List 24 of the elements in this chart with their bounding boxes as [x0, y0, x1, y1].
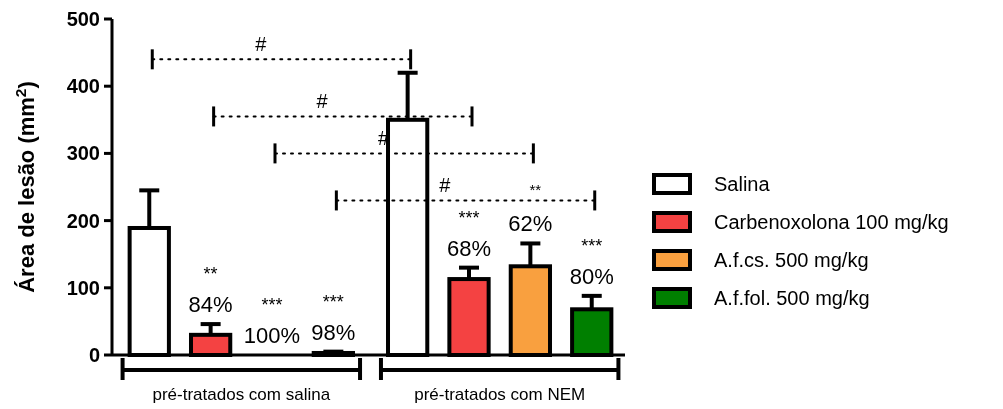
y-tick-label: 100 [66, 276, 100, 299]
legend-label: Salina [714, 173, 771, 195]
y-tick-label: 500 [66, 8, 100, 30]
annotation: 62% [508, 211, 553, 237]
annotation: *** 80% [569, 235, 614, 289]
x-tick-label: pré-tratados com salina [152, 385, 331, 404]
y-tick-label: 200 [66, 209, 100, 232]
legend-label: A.f.fol. 500 mg/kg [714, 287, 870, 309]
y-tick-label: 400 [66, 75, 100, 98]
annotation: # [255, 33, 268, 56]
legend-label: A.f.cs. 500 mg/kg [714, 249, 869, 271]
legend-label: Carbenoxolona 100 mg/kg [714, 211, 949, 233]
annotation: ** 84% [188, 264, 233, 318]
significance-bracket: # [150, 33, 413, 70]
annotation: *** 98% [311, 291, 356, 345]
x-tick-label: pré-tratados com NEM [414, 385, 586, 404]
significance-bracket: # [212, 90, 474, 127]
y-tick-label: 300 [66, 142, 100, 165]
annotation: *** 100% [243, 295, 301, 348]
annotation: # [316, 90, 329, 113]
y-tick-label: 0 [88, 344, 100, 366]
annotation: *** 68% [446, 207, 492, 261]
annotation: ** [529, 181, 542, 199]
annotation: # [439, 174, 452, 197]
